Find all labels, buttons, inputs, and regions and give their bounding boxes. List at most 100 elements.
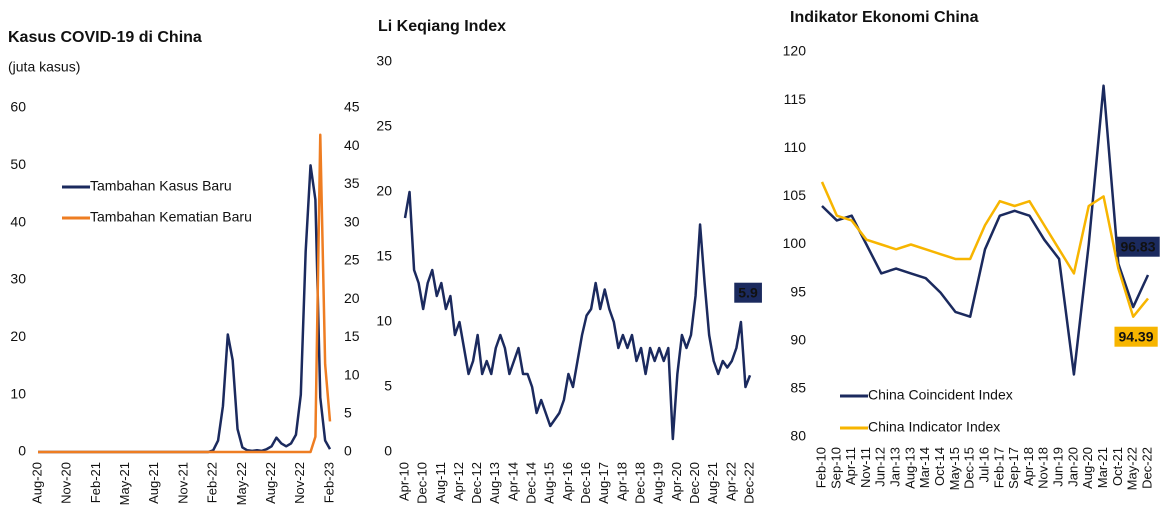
x-tick-label: Feb-17 — [991, 447, 1006, 488]
x-tick-label: Jan-13 — [888, 447, 903, 487]
x-tick-label: Jun-19 — [1051, 447, 1066, 487]
callout-label: 5.9 — [738, 285, 758, 301]
x-tick-label: Feb-22 — [205, 462, 220, 503]
x-tick-label: Aug-21 — [146, 462, 161, 504]
x-tick-label: Jan-20 — [1065, 447, 1080, 487]
x-tick-label: Aug-11 — [433, 462, 448, 503]
y2-tick-label: 10 — [344, 366, 360, 382]
y2-tick-label: 0 — [344, 443, 352, 459]
x-tick-label: Dec-16 — [578, 462, 593, 504]
chart-title: Indikator Ekonomi China — [790, 9, 979, 26]
callout-box — [734, 282, 762, 303]
x-tick-label: Apr-18 — [1021, 447, 1036, 486]
y-tick-label: 15 — [376, 248, 392, 264]
x-tick-label: Oct-21 — [1110, 447, 1125, 486]
y2-tick-label: 35 — [344, 175, 360, 191]
y-tick-label: 90 — [790, 331, 806, 347]
callout-label: 96.83 — [1120, 239, 1155, 255]
y2-tick-label: 15 — [344, 328, 360, 344]
x-tick-label: May-22 — [234, 462, 249, 505]
x-tick-label: Dec-20 — [687, 462, 702, 504]
x-tick-label: May-15 — [947, 447, 962, 490]
y-tick-label: 30 — [376, 53, 392, 69]
y2-tick-label: 5 — [344, 404, 352, 420]
legend-label: Tambahan Kasus Baru — [90, 178, 232, 194]
series-line — [38, 133, 332, 454]
x-tick-label: Aug-19 — [651, 462, 666, 504]
y-tick-label: 10 — [10, 385, 26, 401]
x-tick-label: Apr-16 — [560, 462, 575, 501]
x-tick-label: Sep-10 — [828, 447, 843, 489]
x-tick-label: Feb-23 — [321, 462, 336, 503]
x-tick-label: Dec-14 — [524, 462, 539, 504]
x-tick-label: May-22 — [1125, 447, 1140, 490]
x-tick-label: Aug-15 — [542, 462, 557, 504]
y-tick-label: 40 — [10, 213, 26, 229]
x-tick-label: Aug-17 — [596, 462, 611, 504]
x-tick-label: Aug-22 — [263, 462, 278, 504]
callout-box — [1116, 236, 1160, 257]
y-tick-label: 0 — [18, 443, 26, 459]
x-tick-label: Dec-22 — [741, 462, 756, 504]
x-tick-label: Dec-22 — [1139, 447, 1154, 489]
y2-tick-label: 25 — [344, 252, 360, 268]
x-tick-label: Nov-11 — [858, 447, 873, 488]
y-tick-label: 110 — [784, 139, 807, 155]
y-tick-label: 80 — [790, 428, 806, 444]
legend-label: China Indicator Index — [868, 419, 1000, 435]
x-tick-label: Apr-18 — [614, 462, 629, 501]
x-tick-label: Sep-17 — [1006, 447, 1021, 489]
y-tick-label: 60 — [10, 99, 26, 115]
x-tick-label: Nov-18 — [1036, 447, 1051, 489]
chart-subtitle: (juta kasus) — [8, 59, 80, 75]
y2-tick-label: 20 — [344, 290, 360, 306]
x-tick-label: Dec-18 — [632, 462, 647, 504]
chart-title: Kasus COVID-19 di China — [8, 29, 202, 46]
y-tick-label: 105 — [783, 187, 807, 203]
series-line — [820, 181, 1149, 318]
y-tick-label: 30 — [10, 271, 26, 287]
legend-label: Tambahan Kematian Baru — [90, 209, 252, 225]
x-tick-label: Dec-15 — [962, 447, 977, 489]
y-tick-label: 5 — [384, 378, 392, 394]
y-tick-label: 95 — [790, 283, 806, 299]
callout-box — [1114, 326, 1158, 347]
x-tick-label: Mar-21 — [1095, 447, 1110, 488]
x-tick-label: Feb-10 — [813, 447, 828, 488]
y-tick-label: 20 — [10, 328, 26, 344]
x-tick-label: Oct-14 — [932, 447, 947, 486]
series-line — [403, 190, 752, 441]
x-tick-label: Nov-20 — [59, 462, 74, 504]
series-line — [821, 84, 1150, 376]
x-tick-label: Nov-21 — [175, 462, 190, 504]
y-tick-label: 115 — [784, 91, 807, 107]
x-tick-label: Aug-13 — [902, 447, 917, 489]
x-tick-label: Nov-22 — [292, 462, 307, 504]
y-tick-label: 20 — [376, 183, 392, 199]
y2-tick-label: 30 — [344, 213, 360, 229]
y-tick-label: 120 — [783, 43, 807, 59]
x-tick-label: Dec-12 — [469, 462, 484, 504]
x-tick-label: Dec-10 — [415, 462, 430, 504]
callout-label: 94.39 — [1118, 329, 1153, 345]
y-tick-label: 25 — [376, 118, 392, 134]
x-tick-label: Apr-22 — [723, 462, 738, 501]
y-tick-label: 10 — [376, 313, 392, 329]
x-tick-label: Apr-11 — [843, 447, 858, 485]
x-tick-label: Apr-12 — [451, 462, 466, 501]
x-tick-label: Jun-12 — [873, 447, 888, 487]
x-tick-label: Aug-20 — [29, 462, 44, 504]
x-tick-label: Mar-14 — [917, 447, 932, 488]
chart-title: Li Keqiang Index — [378, 18, 506, 35]
x-tick-label: Feb-21 — [88, 462, 103, 503]
y-tick-label: 50 — [10, 156, 26, 172]
x-tick-label: Apr-14 — [505, 462, 520, 501]
x-tick-label: Aug-13 — [487, 462, 502, 504]
y-tick-label: 100 — [783, 235, 807, 251]
y-tick-label: 0 — [384, 443, 392, 459]
y-tick-label: 85 — [790, 380, 806, 396]
y2-tick-label: 40 — [344, 137, 360, 153]
y2-tick-label: 45 — [344, 99, 360, 115]
x-tick-label: Jul-16 — [976, 447, 991, 482]
